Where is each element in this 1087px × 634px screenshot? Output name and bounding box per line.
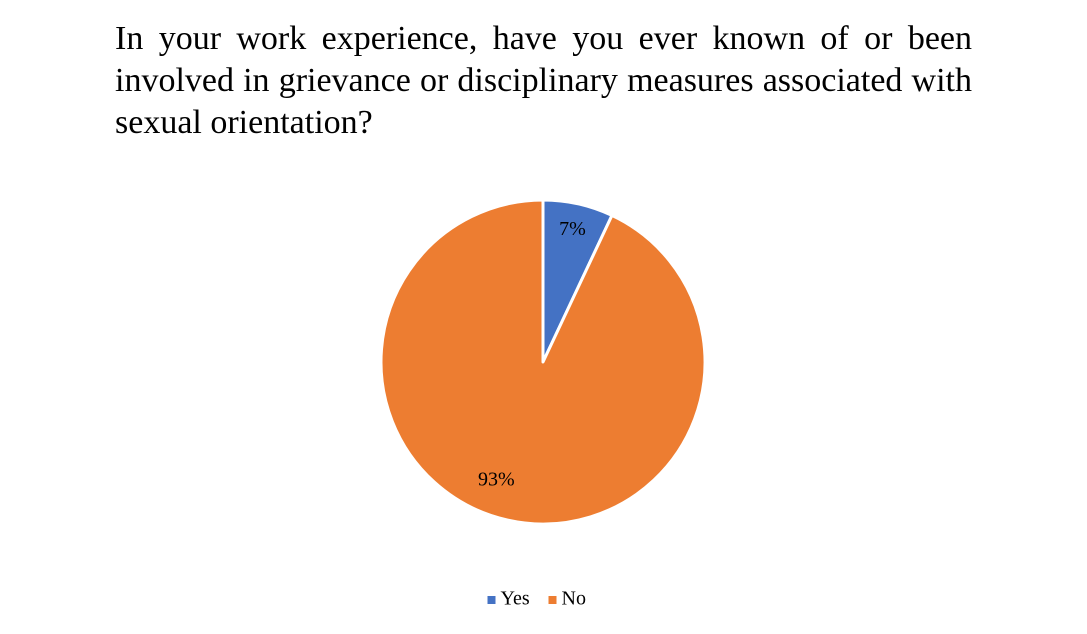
data-label: 93% — [478, 469, 515, 491]
legend-label: No — [562, 588, 586, 610]
chart-title: In your work experience, have you ever k… — [115, 20, 972, 141]
data-label: 7% — [559, 218, 586, 240]
legend-label: Yes — [501, 588, 530, 610]
legend-marker — [487, 596, 496, 604]
legend-marker — [548, 596, 557, 604]
pie-slice — [379, 198, 707, 526]
